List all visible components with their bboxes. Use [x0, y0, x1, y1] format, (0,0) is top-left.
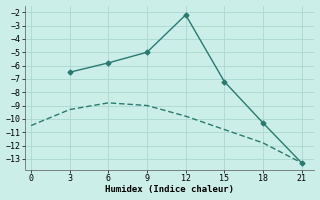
X-axis label: Humidex (Indice chaleur): Humidex (Indice chaleur) — [105, 185, 234, 194]
